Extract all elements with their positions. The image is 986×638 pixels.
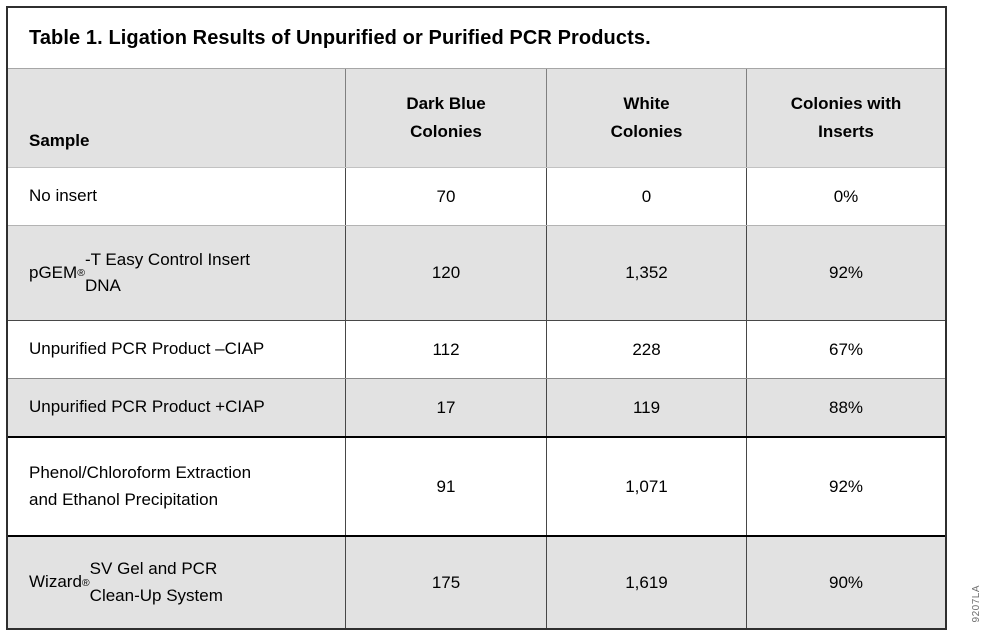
cell-dark-blue-colonies: 175 (346, 537, 547, 628)
table-title-band: Table 1. Ligation Results of Unpurified … (8, 8, 945, 68)
cell-white-colonies: 1,352 (547, 226, 747, 320)
cell-sample: Unpurified PCR Product –CIAP (8, 321, 346, 378)
cell-colonies-with-inserts: 92% (828, 263, 864, 282)
table-row-no-insert: No insert 70 0 0% (8, 167, 945, 225)
ligation-results-table: Table 1. Ligation Results of Unpurified … (6, 6, 947, 630)
cell-white-colonies: 0 (547, 168, 747, 225)
table-row-phenol-chloroform: Phenol/Chloroform Extraction and Ethanol… (8, 436, 945, 535)
table-header-row: Sample Dark Blue Colonies White Colonies… (8, 68, 945, 167)
cell-white-colonies: 1,619 (547, 537, 747, 628)
cell-white-colonies: 1,071 (547, 438, 747, 535)
cell-dark-blue-colonies: 70 (346, 168, 547, 225)
cell-colonies-with-inserts: 67% (828, 339, 864, 359)
cell-colonies-with-inserts: 92% (828, 476, 864, 496)
cell-white-colonies: 119 (547, 379, 747, 436)
table-row-pgem-t-easy-control: pGEM ® -T Easy Control Insert DNA 120 1,35… (8, 225, 945, 320)
table-row-unpurified-plus-ciap: Unpurified PCR Product +CIAP 17 119 88% (8, 378, 945, 436)
cell-sample: Wizard ® SV Gel and PCR Clean-Up System (8, 537, 346, 628)
column-header-sample: Sample (8, 69, 346, 167)
cell-colonies-with-inserts: 88% (828, 397, 864, 417)
cell-colonies-with-inserts: 0% (833, 186, 859, 206)
cell-sample: No insert (8, 168, 346, 225)
column-header-colonies-with-inserts: Colonies with Inserts (790, 93, 902, 141)
table-row-unpurified-minus-ciap: Unpurified PCR Product –CIAP 112 228 67% (8, 320, 945, 378)
cell-dark-blue-colonies: 17 (346, 379, 547, 436)
cell-colonies-with-inserts: 90% (828, 572, 864, 592)
table-row-wizard-sv-gel: Wizard ® SV Gel and PCR Clean-Up System 1… (8, 535, 945, 628)
part-number-watermark: 9207LA (971, 584, 982, 622)
column-header-dark-blue-colonies: Dark Blue Colonies (346, 69, 547, 167)
cell-dark-blue-colonies: 112 (346, 321, 547, 378)
cell-sample: Unpurified PCR Product +CIAP (8, 379, 346, 436)
cell-sample: Phenol/Chloroform Extraction and Ethanol… (8, 438, 346, 535)
table-title: Table 1. Ligation Results of Unpurified … (29, 26, 651, 49)
cell-white-colonies: 228 (547, 321, 747, 378)
column-header-white-colonies: White Colonies (547, 69, 747, 167)
cell-dark-blue-colonies: 91 (346, 438, 547, 535)
cell-dark-blue-colonies: 120 (346, 226, 547, 320)
cell-sample: pGEM ® -T Easy Control Insert DNA (8, 226, 346, 320)
